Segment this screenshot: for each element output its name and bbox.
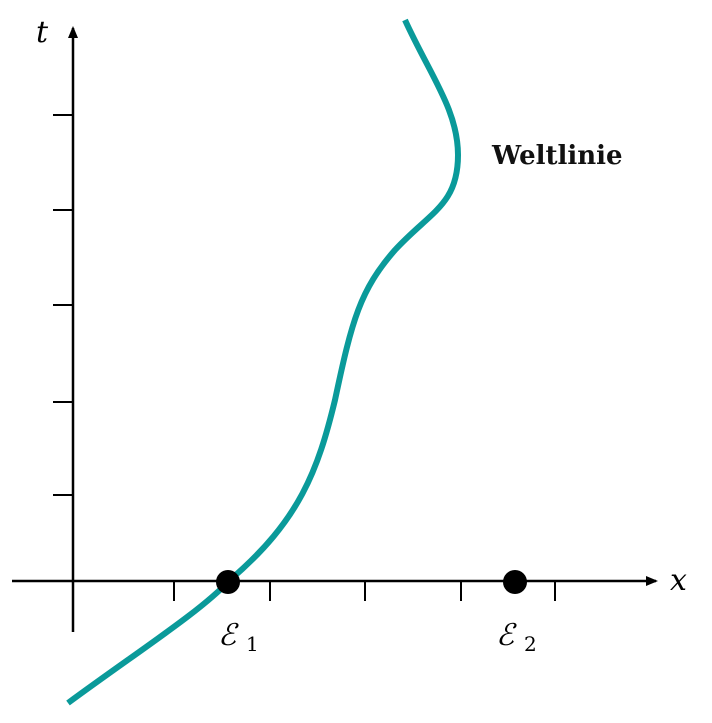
event-1-dot: [216, 570, 240, 594]
worldline-curve: [66, 18, 462, 706]
t-axis-ticks: [53, 114, 73, 496]
x-axis-label: x: [670, 563, 687, 598]
event-2-dot: [503, 570, 527, 594]
worldline-label: Weltlinie: [491, 141, 623, 171]
event-1-label: ℰ 1: [218, 618, 259, 656]
event-1-symbol: ℰ: [218, 618, 239, 653]
x-axis-ticks: [173, 581, 556, 601]
event-1-subscript: 1: [246, 632, 259, 656]
event-2-label: ℰ 2: [496, 618, 537, 656]
event-2-subscript: 2: [524, 632, 537, 656]
t-axis-label: t: [36, 15, 49, 50]
event-2-symbol: ℰ: [496, 618, 517, 653]
